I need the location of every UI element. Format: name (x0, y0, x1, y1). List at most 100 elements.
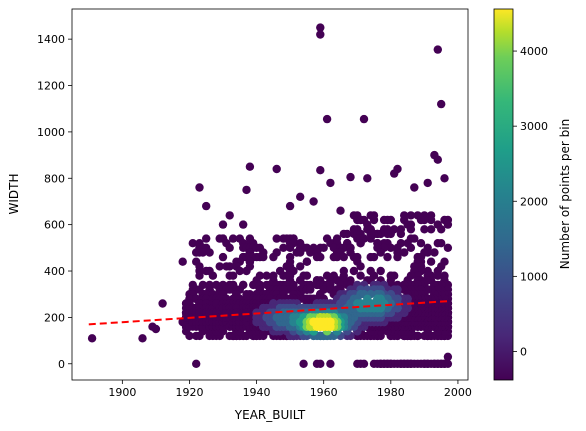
y-axis: 0 200 400 600 800 1000 1200 1400 (37, 33, 72, 371)
scatter-point (363, 174, 372, 183)
x-tick-label: 2000 (444, 386, 472, 399)
scatter-point (322, 114, 332, 124)
scatter-point (336, 206, 345, 215)
scatter-point (306, 248, 315, 257)
scatter-point (319, 243, 328, 252)
y-tick-label: 1000 (37, 126, 65, 139)
scatter-point (192, 359, 201, 368)
scatter-point (379, 215, 389, 225)
scatter-point (416, 215, 426, 225)
scatter-point (178, 257, 187, 266)
x-tick-label: 1980 (377, 386, 405, 399)
scatter-point (316, 30, 325, 39)
scatter-point (343, 229, 352, 239)
colorbar-ticks: 0 1000 2000 3000 4000 (513, 45, 548, 358)
y-tick-label: 1400 (37, 33, 65, 46)
scatter-point (393, 252, 402, 262)
scatter-point (386, 243, 395, 252)
scatter-point (326, 178, 335, 188)
colorbar-tick-label: 0 (520, 345, 527, 358)
scatter-point (426, 215, 436, 225)
scatter-point (316, 317, 325, 327)
scatter-point (151, 324, 161, 334)
scatter-point (202, 234, 211, 243)
scatter-points (87, 23, 453, 368)
scatter-point (410, 183, 419, 192)
y-tick-label: 1200 (37, 80, 65, 93)
scatter-point (215, 262, 224, 271)
scatter-point (423, 178, 432, 188)
colorbar-label: Number of points per bin (558, 119, 572, 269)
scatter-point (366, 252, 375, 262)
scatter-point (158, 299, 167, 308)
scatter-point (302, 271, 312, 280)
trend-line (88, 300, 448, 326)
scatter-point (198, 248, 208, 257)
scatter-point (356, 239, 365, 248)
trend-layer (88, 300, 448, 326)
scatter-point (332, 252, 342, 262)
x-tick-label: 1920 (175, 386, 203, 399)
y-tick-label: 0 (58, 358, 65, 371)
scatter-point (433, 271, 442, 280)
scatter-point (339, 252, 348, 262)
scatter-point (390, 169, 399, 178)
scatter-point (383, 229, 392, 239)
scatter-point (359, 114, 369, 124)
scatter-point (349, 266, 359, 276)
scatter-point (316, 23, 325, 32)
scatter-point (262, 271, 271, 280)
scatter-point (242, 266, 251, 276)
scatter-point (316, 359, 325, 368)
x-axis: 1900 1920 1940 1960 1980 2000 (108, 380, 472, 399)
scatter-point (376, 248, 385, 257)
scatter-point (195, 271, 204, 280)
scatter-point (225, 243, 234, 252)
scatter-point (426, 257, 436, 266)
scatter-point (188, 239, 197, 248)
scatter-point (205, 248, 214, 257)
scatter-point (285, 201, 295, 211)
scatter-point (316, 252, 325, 262)
scatter-point (437, 225, 446, 234)
scatter-point (235, 266, 244, 276)
colorbar-tick-label: 3000 (520, 120, 548, 133)
scatter-point (440, 174, 449, 183)
scatter-point (316, 166, 325, 175)
scatter-point (406, 225, 416, 234)
scatter-point (426, 225, 436, 234)
scatter-point (195, 183, 204, 192)
scatter-point (369, 215, 379, 225)
scatter-point (302, 257, 312, 266)
scatter-point (353, 359, 362, 368)
scatter-point (406, 243, 416, 252)
colorbar-gradient (493, 8, 514, 381)
x-tick-label: 1960 (310, 386, 338, 399)
scatter-point (225, 262, 234, 271)
y-axis-label: WIDTH (7, 174, 21, 215)
scatter-point (437, 99, 446, 109)
scatter-point (346, 172, 355, 182)
y-tick-label: 800 (44, 172, 65, 185)
colorbar: 0 1000 2000 3000 4000 Number of points per b… (493, 8, 572, 381)
scatter-point (245, 162, 255, 171)
scatter-point (406, 211, 416, 220)
scatter-point (185, 331, 194, 341)
scatter-point (443, 220, 453, 229)
scatter-point (433, 239, 442, 248)
scatter-point (87, 334, 97, 343)
scatter-point (259, 252, 268, 262)
plot-frame (71, 8, 469, 381)
colorbar-tick-label: 2000 (520, 195, 548, 208)
scatter-point (202, 201, 211, 211)
x-tick-label: 1940 (243, 386, 271, 399)
scatter-point (433, 45, 442, 54)
scatter-point (218, 252, 228, 262)
scatter-point (228, 234, 238, 243)
colorbar-tick-label: 4000 (520, 45, 548, 58)
scatter-point (228, 271, 238, 280)
scatter-point (430, 248, 439, 257)
scatter-point (369, 359, 379, 368)
scatter-point (356, 271, 365, 280)
